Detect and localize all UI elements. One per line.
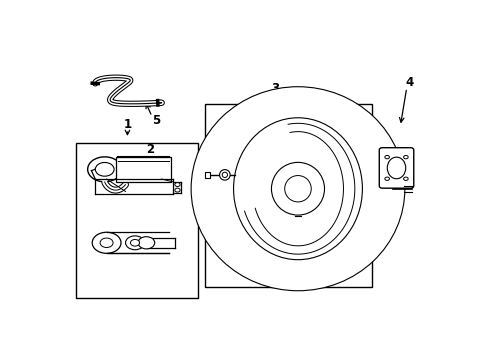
Ellipse shape [284, 176, 310, 202]
Circle shape [100, 238, 113, 248]
Text: 2: 2 [146, 143, 154, 157]
Circle shape [138, 237, 154, 249]
Circle shape [95, 162, 114, 176]
Bar [116, 157, 171, 182]
Ellipse shape [233, 118, 362, 260]
Circle shape [384, 177, 388, 180]
Ellipse shape [271, 162, 324, 215]
Circle shape [175, 183, 180, 186]
Ellipse shape [386, 157, 405, 179]
Circle shape [384, 156, 388, 159]
Ellipse shape [191, 87, 404, 291]
Circle shape [403, 156, 407, 159]
Circle shape [130, 239, 139, 246]
Text: 1: 1 [123, 118, 131, 131]
Bar [76, 143, 197, 298]
Circle shape [92, 232, 121, 253]
Text: 3: 3 [271, 82, 279, 95]
Bar [205, 172, 209, 178]
Ellipse shape [219, 170, 230, 180]
Circle shape [87, 157, 122, 182]
Circle shape [125, 236, 144, 250]
Circle shape [403, 177, 407, 180]
FancyBboxPatch shape [379, 148, 413, 188]
Ellipse shape [198, 92, 396, 285]
Ellipse shape [222, 172, 227, 177]
Text: 5: 5 [151, 114, 160, 127]
Text: 4: 4 [405, 76, 413, 89]
Ellipse shape [206, 98, 388, 279]
Bar [205, 104, 371, 287]
Circle shape [175, 188, 180, 192]
